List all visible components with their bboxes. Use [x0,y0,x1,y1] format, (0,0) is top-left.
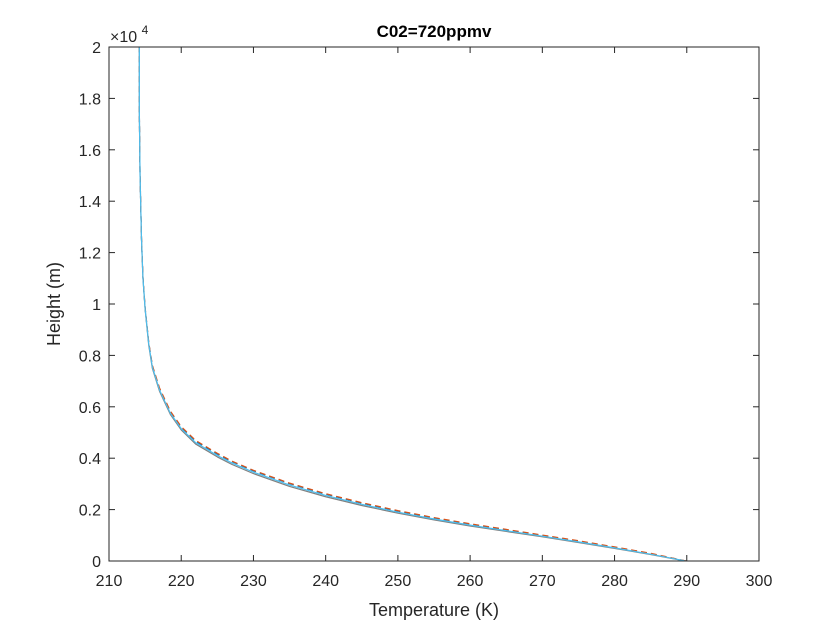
y-exponent-base: ×10 [110,29,137,46]
x-tick-label-290: 290 [673,573,700,590]
x-tick-label-220: 220 [168,573,195,590]
y-axis-exponent: ×10 4 [110,23,149,46]
y-tick-label-1: 1 [92,297,101,314]
x-tick-label-260: 260 [457,573,484,590]
y-tick-label-1.4: 1.4 [79,194,101,211]
y-tick-label-1.8: 1.8 [79,91,101,108]
y-tick-label-1.2: 1.2 [79,246,101,263]
y-tick-label-1.6: 1.6 [79,143,101,160]
x-tick-label-300: 300 [746,573,773,590]
x-tick-label-270: 270 [529,573,556,590]
x-tick-label-240: 240 [312,573,339,590]
x-axis-label: Temperature (K) [369,600,499,620]
series-layer [138,47,687,561]
x-tick-label-250: 250 [385,573,412,590]
series-line-4 [138,47,686,561]
chart-title: C02=720ppmv [377,22,492,41]
x-tick-label-210: 210 [96,573,123,590]
y-tick-label-0.6: 0.6 [79,400,101,417]
y-exponent-power: 4 [142,23,149,37]
tick-layer: 210 220 230 240 250 260 270 280 290 300 0 0.2 0.4 0.6… [79,40,773,590]
y-tick-label-0.2: 0.2 [79,503,101,520]
y-tick-label-0: 0 [92,554,101,571]
x-tick-label-230: 230 [240,573,267,590]
y-axis-label: Height (m) [44,262,64,346]
y-tick-label-2: 2 [92,40,101,57]
x-tick-label-280: 280 [601,573,628,590]
y-tick-label-0.4: 0.4 [79,451,101,468]
y-tick-label-0.8: 0.8 [79,348,101,365]
